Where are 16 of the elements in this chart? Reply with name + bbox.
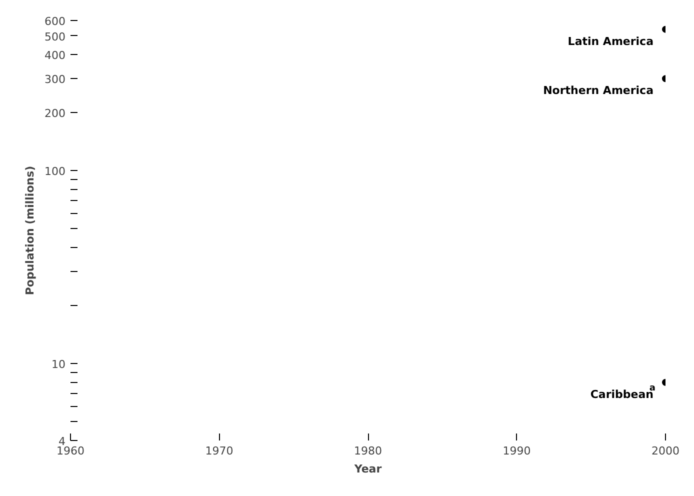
x-tick-label: 1980 <box>354 444 382 458</box>
series-label: Caribbeana <box>590 383 656 401</box>
x-axis-title: Year <box>353 462 382 476</box>
y-tick-label: 500 <box>44 30 66 44</box>
y-tick-label: 600 <box>44 15 66 28</box>
y-tick-label: 300 <box>44 73 66 86</box>
x-tick-label: 1970 <box>205 444 234 458</box>
x-tick-label: 2000 <box>652 444 680 458</box>
y-tick-label: 200 <box>44 107 66 120</box>
series-label: Latin America <box>568 34 654 48</box>
x-tick-label: 1990 <box>502 444 531 458</box>
series-label: Northern America <box>543 84 654 98</box>
y-tick-label: 100 <box>44 165 66 178</box>
y-tick-label: 400 <box>44 48 66 62</box>
y-tick-label: 10 <box>52 358 66 372</box>
y-axis-title: Population (millions) <box>24 166 37 296</box>
